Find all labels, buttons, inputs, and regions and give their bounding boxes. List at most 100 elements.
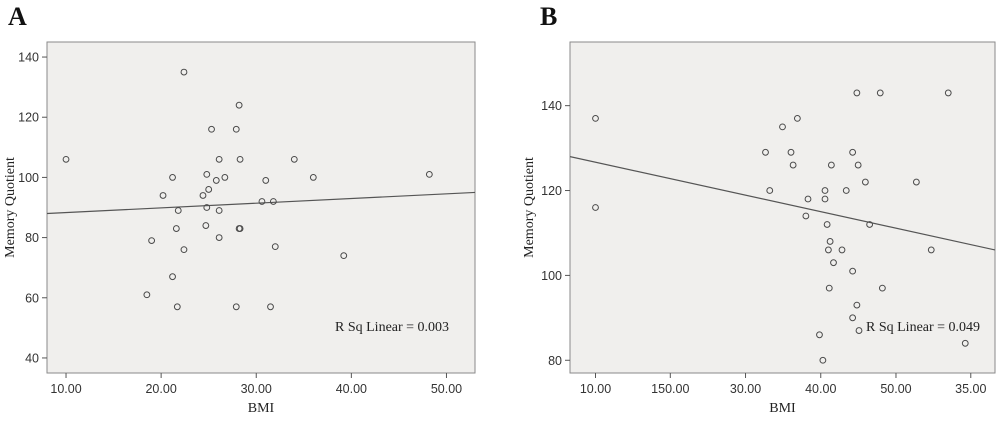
data-point	[425, 171, 433, 178]
data-point	[212, 177, 220, 184]
data-point	[592, 114, 599, 122]
data-point	[823, 221, 831, 228]
data-point	[215, 234, 223, 241]
data-point	[821, 195, 829, 203]
r-squared-annotation: R Sq Linear = 0.049	[866, 320, 980, 335]
data-point	[766, 187, 774, 194]
data-point	[172, 225, 180, 232]
y-axis-title: Memory Quotient	[3, 157, 18, 258]
data-point	[258, 198, 266, 205]
y-tick-label: 140	[18, 51, 39, 65]
x-tick-label: 40.00	[805, 382, 836, 396]
data-point	[236, 155, 244, 163]
data-point	[827, 161, 835, 169]
y-axis-title: Memory Quotient	[522, 157, 537, 258]
panel-label-b: B	[540, 2, 558, 31]
x-axis-title: BMI	[769, 401, 796, 416]
data-point	[309, 174, 317, 181]
data-point	[159, 192, 167, 199]
data-point	[819, 356, 827, 364]
regression-line	[47, 191, 475, 215]
x-tick-label: 40.00	[336, 382, 367, 396]
chart-b: 10.00 150.00 30.00 40.00 50.00 35.00 80 100 120 1…	[522, 41, 996, 416]
data-point	[143, 291, 151, 299]
data-point	[779, 123, 786, 131]
x-tick-label: 35.00	[955, 382, 986, 396]
data-point	[221, 174, 229, 181]
x-tick-label: 50.00	[880, 382, 911, 396]
data-point	[202, 222, 210, 229]
regression-line	[570, 155, 995, 251]
data-point	[169, 174, 176, 181]
data-point	[861, 178, 869, 186]
data-point	[825, 246, 832, 254]
data-point	[215, 155, 223, 163]
x-axis-title: BMI	[248, 401, 275, 416]
plot-area	[46, 41, 476, 374]
data-point	[816, 331, 823, 339]
data-point	[849, 148, 857, 156]
data-point	[842, 187, 850, 194]
data-point	[340, 252, 348, 260]
data-point	[830, 259, 837, 267]
data-point	[787, 148, 795, 156]
data-point	[849, 314, 857, 322]
data-point	[876, 89, 884, 97]
data-point	[762, 148, 769, 156]
data-point	[849, 267, 857, 275]
data-point	[789, 161, 797, 169]
data-point	[927, 246, 935, 254]
plot-area	[569, 41, 996, 374]
x-tick-label: 30.00	[241, 382, 272, 396]
data-point	[208, 125, 215, 133]
data-point	[235, 101, 243, 109]
data-point	[236, 225, 244, 232]
data-point	[944, 89, 952, 97]
data-point	[290, 155, 298, 163]
data-point	[866, 221, 874, 228]
y-tick-label: 100	[541, 269, 562, 283]
data-point	[838, 246, 846, 254]
data-point	[180, 68, 188, 76]
data-point	[215, 207, 223, 214]
data-point	[203, 171, 211, 178]
x-tick-label: 20.00	[145, 382, 176, 396]
data-point	[878, 284, 886, 292]
data-point	[180, 246, 188, 254]
data-point	[205, 186, 213, 193]
y-tick-label: 120	[541, 184, 562, 198]
data-point	[174, 207, 182, 214]
y-tick-label: 60	[25, 291, 39, 305]
data-point	[961, 339, 969, 347]
r-squared-annotation: R Sq Linear = 0.003	[335, 320, 449, 335]
y-tick-label: 40	[25, 351, 39, 365]
data-point	[262, 177, 270, 184]
data-point	[826, 238, 834, 245]
data-point	[821, 187, 829, 194]
data-point	[592, 204, 599, 211]
x-tick-label: 10.00	[50, 382, 81, 396]
x-tick-label: 10.00	[580, 382, 611, 396]
data-point	[267, 303, 274, 311]
y-tick-label: 80	[548, 354, 562, 368]
data-point	[825, 284, 833, 292]
panel-label-a: A	[8, 2, 27, 31]
data-point	[793, 114, 801, 122]
y-tick-label: 100	[18, 171, 39, 185]
data-point	[853, 301, 861, 309]
data-point	[271, 243, 279, 251]
data-point	[232, 303, 240, 311]
data-point	[199, 192, 207, 199]
data-point	[148, 237, 156, 245]
x-tick-label: 150.00	[651, 382, 689, 396]
data-point	[912, 178, 920, 186]
data-point	[62, 155, 70, 163]
y-tick-label: 80	[25, 231, 39, 245]
x-tick-label: 30.00	[730, 382, 761, 396]
x-tick-label: 50.00	[431, 382, 462, 396]
data-point	[232, 125, 240, 133]
data-point	[854, 161, 862, 169]
data-point	[802, 212, 810, 220]
data-point	[269, 198, 277, 205]
